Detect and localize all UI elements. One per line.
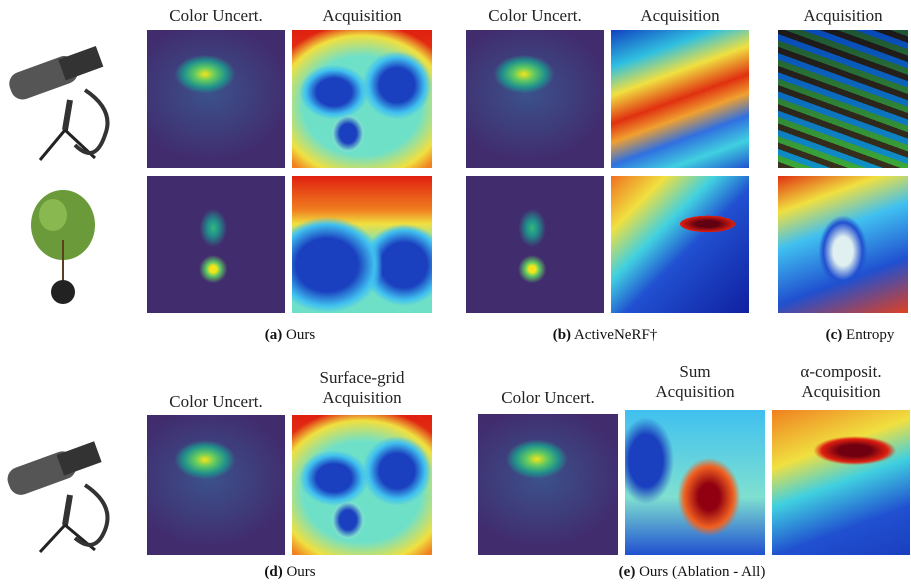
uncertainty-map xyxy=(466,30,604,168)
caption-label: (c) xyxy=(826,327,843,343)
column-header: Acquisition xyxy=(322,6,401,26)
header-line: Acquisition xyxy=(800,382,881,402)
header-line: Sum xyxy=(655,362,734,382)
column-header: Color Uncert. xyxy=(169,6,262,26)
caption: (b) ActiveNeRF† xyxy=(553,327,658,344)
acquisition-map xyxy=(292,415,432,555)
caption: (c) Entropy xyxy=(826,327,895,344)
caption-label: (e) xyxy=(619,564,636,580)
acquisition-map xyxy=(625,410,765,555)
uncertainty-map xyxy=(147,176,285,313)
column-header: Color Uncert. xyxy=(488,6,581,26)
caption-text: Ours xyxy=(286,327,315,343)
mic-image xyxy=(5,30,120,165)
acquisition-map xyxy=(292,30,432,168)
acquisition-map xyxy=(778,30,908,168)
caption-text: Ours (Ablation - All) xyxy=(639,564,765,580)
header-line: α-composit. xyxy=(800,362,881,382)
acquisition-map xyxy=(772,410,910,555)
acquisition-map xyxy=(778,176,908,313)
column-header: Acquisition xyxy=(640,6,719,26)
caption-label: (a) xyxy=(265,327,283,343)
header-line: Surface-grid xyxy=(320,368,405,388)
caption-text: Ours xyxy=(286,564,315,580)
uncertainty-map xyxy=(466,176,604,313)
caption: (a) Ours xyxy=(265,327,315,344)
caption-text: ActiveNeRF† xyxy=(574,327,657,343)
figure: Color Uncert. Acquisition Color Uncert. … xyxy=(0,0,911,586)
caption: (e) Ours (Ablation - All) xyxy=(619,564,766,581)
header-line: Acquisition xyxy=(655,382,734,402)
uncertainty-map xyxy=(147,415,285,555)
caption-label: (d) xyxy=(264,564,282,580)
column-header: Acquisition xyxy=(803,6,882,26)
uncertainty-map xyxy=(147,30,285,168)
mic-image xyxy=(5,430,120,555)
header-line: Acquisition xyxy=(320,388,405,408)
column-header: Color Uncert. xyxy=(169,392,262,412)
caption-label: (b) xyxy=(553,327,571,343)
acquisition-map xyxy=(292,176,432,313)
acquisition-map xyxy=(611,30,749,168)
uncertainty-map xyxy=(478,414,618,555)
caption-text: Entropy xyxy=(846,327,894,343)
plant-image xyxy=(25,180,100,315)
caption: (d) Ours xyxy=(264,564,315,581)
column-header: α-composit.Acquisition xyxy=(800,362,881,402)
column-header: Color Uncert. xyxy=(501,388,594,408)
acquisition-map xyxy=(611,176,749,313)
